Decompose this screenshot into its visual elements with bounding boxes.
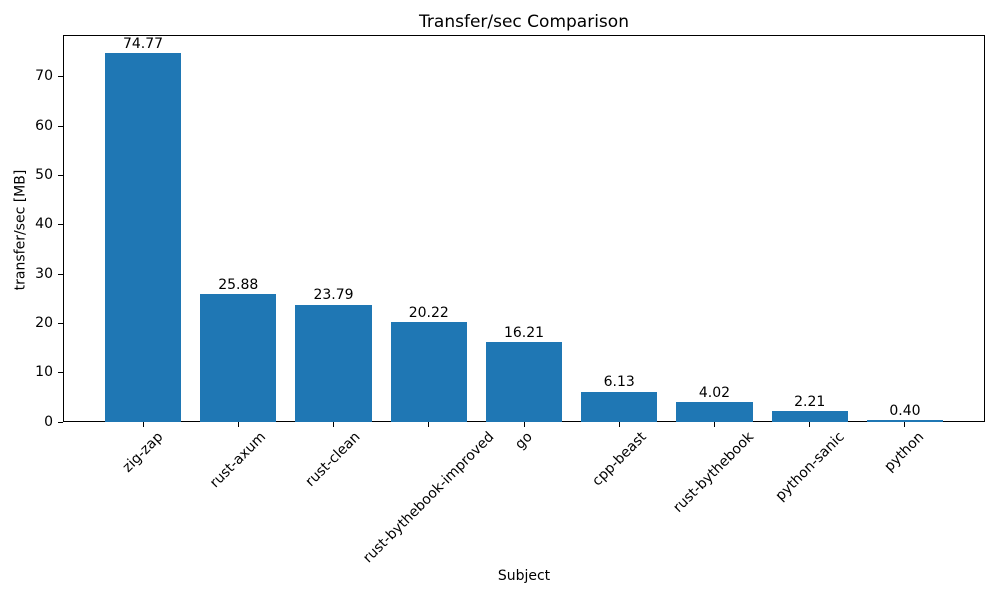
x-tick-mark (904, 422, 906, 427)
x-tick-label: zig-zap (119, 429, 166, 476)
x-tick-mark (809, 422, 811, 427)
x-tick-label: go (512, 429, 536, 453)
x-tick-mark (142, 422, 144, 427)
x-axis-label: Subject (497, 568, 551, 584)
y-tick-mark (58, 125, 63, 127)
y-tick-label: 0 (44, 413, 53, 430)
bar (581, 391, 658, 422)
y-tick-mark (58, 273, 63, 275)
bar (104, 53, 182, 422)
bar-value-label: 2.21 (794, 393, 826, 410)
y-tick-mark (58, 372, 63, 374)
bar (295, 304, 372, 422)
y-tick-label: 60 (35, 117, 53, 134)
bar-value-label: 25.88 (218, 276, 259, 293)
y-tick-label: 70 (35, 68, 53, 85)
x-tick-label: rust-axum (206, 429, 269, 492)
bar-value-label: 23.79 (313, 287, 354, 304)
x-tick-mark (618, 422, 620, 427)
bar (200, 294, 277, 422)
y-tick-label: 30 (35, 265, 53, 282)
bar-value-label: 0.40 (889, 402, 921, 419)
y-tick-mark (58, 224, 63, 226)
y-tick-mark (58, 322, 63, 324)
y-tick-label: 10 (35, 364, 53, 381)
bar-value-label: 16.21 (503, 324, 545, 341)
bar (676, 402, 753, 422)
bar (771, 411, 848, 422)
bar (866, 420, 944, 422)
bar-value-label: 6.13 (603, 374, 635, 391)
x-tick-mark (713, 422, 715, 427)
y-tick-mark (58, 421, 63, 423)
x-tick-label: rust-clean (302, 429, 364, 490)
x-tick-mark (523, 422, 525, 427)
x-tick-label: python (881, 429, 928, 475)
bar-value-label: 74.77 (122, 35, 164, 52)
x-tick-label: rust-bythebook (670, 429, 758, 516)
y-tick-label: 20 (35, 314, 53, 331)
y-tick-label: 50 (35, 167, 53, 183)
chart-title: Transfer/sec Comparison (419, 12, 629, 32)
bar-value-label: 20.22 (408, 304, 449, 321)
x-tick-mark (428, 422, 430, 427)
x-tick-label: cpp-beast (588, 429, 650, 490)
x-tick-mark (237, 422, 239, 427)
x-tick-mark (333, 422, 334, 427)
bar (485, 342, 563, 422)
bar (390, 322, 467, 422)
y-tick-label: 40 (35, 216, 53, 233)
x-tick-label: rust-bythebook-improved (359, 429, 497, 567)
y-tick-mark (58, 175, 63, 176)
y-tick-mark (58, 76, 63, 78)
bar-value-label: 4.02 (698, 384, 731, 401)
x-tick-label: python-sanic (772, 429, 848, 505)
